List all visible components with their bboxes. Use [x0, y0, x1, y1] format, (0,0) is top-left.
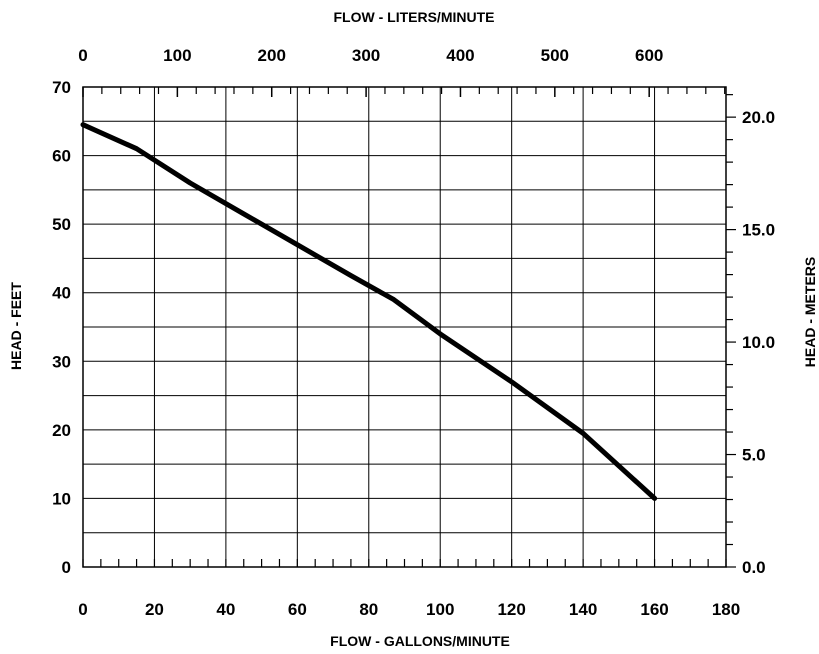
x-bottom-tick-label: 120	[497, 600, 525, 619]
x-bottom-tick-label: 20	[145, 600, 164, 619]
y-left-tick-label: 10	[52, 489, 71, 508]
plot-frame	[82, 86, 727, 568]
grid	[82, 86, 727, 568]
y-right-tick-label: 5.0	[742, 446, 766, 465]
y-left-tick-label: 40	[52, 284, 71, 303]
y-right-tick-label: 10.0	[742, 333, 775, 352]
x-bottom-tick-label: 60	[288, 600, 307, 619]
y-left-tick-label: 0	[62, 558, 71, 577]
x-bottom-tick-label: 0	[78, 600, 87, 619]
y-left-tick-label: 60	[52, 147, 71, 166]
y-left-tick-label: 70	[52, 78, 71, 97]
top-tick-labels: 0 100 200 300 400 500 600	[78, 46, 663, 65]
x-top-tick-label: 0	[78, 46, 87, 65]
x-bottom-tick-label: 100	[426, 600, 454, 619]
x-top-tick-label: 300	[352, 46, 380, 65]
x-bottom-tick-label: 180	[712, 600, 740, 619]
x-top-tick-label: 400	[446, 46, 474, 65]
y-left-tick-label: 30	[52, 352, 71, 371]
y-left-axis-title: HEAD - FEET	[8, 282, 24, 370]
x-top-tick-label: 200	[258, 46, 286, 65]
y-right-tick-label: 20.0	[742, 108, 775, 127]
y-left-tick-label: 50	[52, 215, 71, 234]
y-right-tick-label: 0.0	[742, 558, 766, 577]
x-bottom-axis-title: FLOW - GALLONS/MINUTE	[330, 633, 510, 649]
x-top-tick-label: 600	[635, 46, 663, 65]
x-bottom-tick-label: 140	[569, 600, 597, 619]
y-right-tick-label: 15.0	[742, 221, 775, 240]
left-tick-labels: 0 10 20 30 40 50 60 70	[52, 78, 71, 577]
head-flow-curve	[80, 122, 658, 501]
bottom-tick-labels: 0 20 40 60 80 100 120 140 160 180	[78, 600, 740, 619]
right-tick-labels: 0.0 5.0 10.0 15.0 20.0	[742, 108, 775, 577]
y-left-tick-label: 20	[52, 421, 71, 440]
x-bottom-tick-label: 40	[216, 600, 235, 619]
x-top-tick-label: 500	[541, 46, 569, 65]
x-top-axis-title: FLOW - LITERS/MINUTE	[334, 9, 495, 25]
x-bottom-tick-label: 160	[640, 600, 668, 619]
x-bottom-tick-label: 80	[359, 600, 378, 619]
minor-ticks	[82, 87, 736, 568]
x-top-tick-label: 100	[163, 46, 191, 65]
y-right-axis-title: HEAD - METERS	[802, 257, 818, 367]
